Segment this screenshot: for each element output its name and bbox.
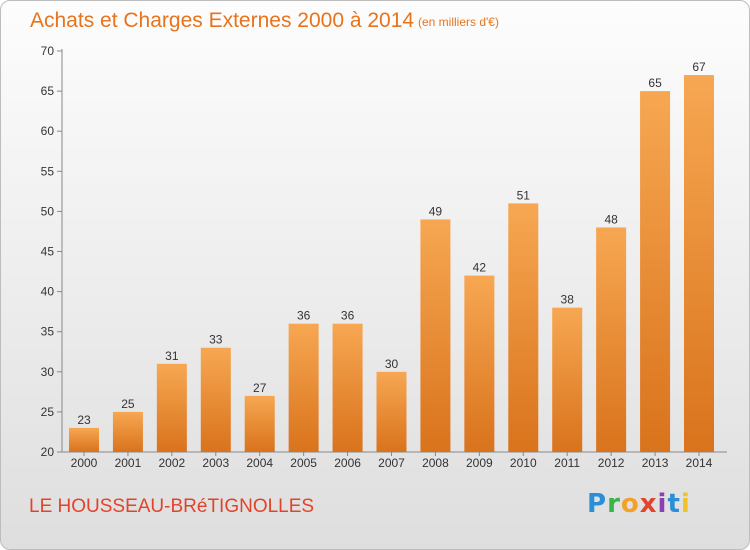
x-tick-label: 2007 [378, 456, 405, 470]
data-label: 30 [385, 357, 399, 371]
y-tick-label: 60 [41, 124, 55, 138]
data-label: 38 [561, 293, 575, 307]
y-tick-label: 35 [41, 325, 55, 339]
bar [640, 91, 671, 452]
data-label: 31 [165, 349, 179, 363]
bar [464, 275, 495, 452]
bar [376, 371, 407, 452]
bar [508, 203, 539, 452]
data-label: 67 [692, 60, 706, 74]
data-label: 49 [429, 204, 443, 218]
y-tick-label: 70 [41, 44, 55, 58]
data-label: 51 [517, 188, 531, 202]
bar [684, 75, 714, 452]
y-tick-label: 40 [41, 285, 55, 299]
data-label: 65 [648, 76, 662, 90]
y-tick-label: 45 [41, 245, 55, 259]
data-label: 25 [121, 397, 135, 411]
bar [420, 219, 451, 452]
chart-subtitle: (en milliers d'€) [418, 15, 499, 29]
x-tick-label: 2011 [554, 456, 580, 470]
data-label: 23 [77, 413, 91, 427]
bar [596, 227, 627, 452]
y-tick-label: 65 [41, 84, 55, 98]
x-tick-label: 2001 [115, 456, 142, 470]
y-tick-label: 25 [41, 405, 55, 419]
data-label: 33 [209, 333, 223, 347]
bar [200, 347, 231, 452]
x-tick-label: 2004 [246, 456, 273, 470]
logo-letter: r [607, 489, 621, 519]
x-tick-label: 2006 [334, 456, 361, 470]
bar [332, 323, 363, 452]
data-label: 48 [604, 212, 618, 226]
bar [244, 395, 275, 452]
data-label: 42 [473, 261, 487, 275]
x-tick-label: 2009 [466, 456, 493, 470]
logo-letter: i [680, 489, 691, 519]
x-tick-label: 2010 [510, 456, 537, 470]
y-tick-label: 50 [41, 204, 55, 218]
data-label: 36 [341, 309, 355, 323]
data-label: 27 [253, 381, 267, 395]
logo-letter: P [587, 489, 608, 519]
logo-letter: t [667, 489, 681, 519]
x-tick-label: 2003 [202, 456, 229, 470]
y-tick-label: 20 [41, 445, 55, 459]
bar [69, 427, 99, 452]
x-tick-label: 2012 [598, 456, 625, 470]
x-tick-label: 2008 [422, 456, 449, 470]
logo-letter: o [620, 489, 640, 519]
commune-name: LE HOUSSEAU-BRéTIGNOLLES [29, 496, 315, 517]
bar [552, 307, 583, 452]
x-tick-label: 2013 [642, 456, 669, 470]
data-label: 36 [297, 309, 311, 323]
y-tick-label: 30 [41, 365, 55, 379]
bar [112, 411, 143, 452]
y-tick-label: 55 [41, 164, 55, 178]
x-tick-label: 2000 [71, 456, 98, 470]
logo-letter: i [657, 489, 668, 519]
bar [288, 323, 319, 452]
logo-letter: x [639, 489, 658, 519]
bar [156, 363, 187, 452]
x-tick-label: 2005 [290, 456, 317, 470]
proxiti-logo[interactable]: Proxiti [587, 489, 691, 519]
chart-title: Achats et Charges Externes 2000 à 2014 [30, 9, 415, 32]
x-tick-label: 2014 [686, 456, 713, 470]
x-tick-label: 2002 [159, 456, 186, 470]
